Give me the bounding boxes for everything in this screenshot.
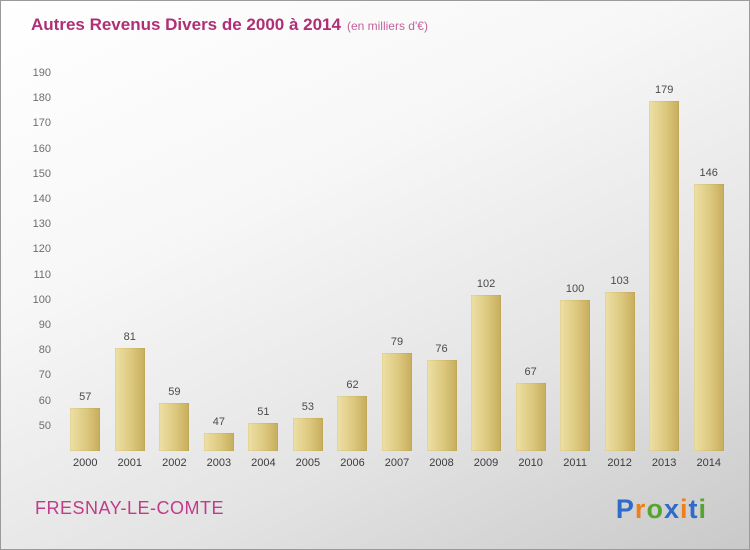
x-tick-label: 2006 — [340, 457, 365, 469]
y-tick-label: 150 — [32, 167, 51, 180]
chart-title: Autres Revenus Divers de 2000 à 2014 — [31, 15, 341, 34]
logo-letter: i — [679, 494, 689, 524]
bar-slot: 59 2002 — [152, 73, 197, 469]
bar-slot: 76 2008 — [419, 73, 464, 469]
y-tick-label: 60 — [38, 394, 51, 407]
x-tick-label: 2008 — [429, 457, 454, 469]
logo-letter: r — [634, 494, 647, 524]
logo-letter: P — [615, 494, 635, 524]
chart-subtitle: (en milliers d'€) — [346, 19, 428, 33]
y-tick-label: 110 — [33, 268, 51, 281]
bar-value-label: 102 — [476, 277, 496, 290]
bar-slot: 103 2012 — [597, 73, 642, 469]
bar-value-label: 100 — [565, 282, 585, 295]
logo-letter: x — [663, 494, 680, 524]
y-tick-label: 100 — [32, 293, 51, 306]
bar-slot: 57 2000 — [63, 73, 108, 469]
logo-letter: t — [688, 494, 699, 524]
y-tick-label: 140 — [32, 193, 51, 205]
bar — [292, 418, 323, 451]
x-tick-label: 2007 — [384, 457, 410, 469]
bar — [248, 423, 279, 451]
bar-slot: 51 2004 — [241, 73, 286, 469]
bar — [159, 403, 190, 451]
bar-slot: 179 2013 — [642, 73, 687, 469]
bar-value-label: 59 — [168, 386, 181, 399]
commune-name: FRESNAY-LE-COMTE — [35, 498, 225, 518]
bar-slot: 53 2005 — [286, 73, 331, 469]
bar-slot: 100 2011 — [553, 73, 598, 469]
bar-slot: 79 2007 — [375, 73, 420, 469]
y-tick-label: 130 — [32, 218, 51, 231]
bar-slot: 146 2014 — [686, 73, 731, 469]
bar — [337, 395, 368, 451]
bar-value-label: 47 — [212, 416, 225, 429]
x-tick-label: 2010 — [518, 457, 543, 469]
y-tick-label: 70 — [38, 369, 51, 382]
bar — [693, 183, 724, 451]
x-tick-label: 2014 — [696, 457, 721, 469]
x-tick-label: 2005 — [295, 457, 321, 469]
bar-value-label: 81 — [123, 330, 136, 343]
bar — [114, 347, 145, 451]
bar — [560, 299, 591, 451]
x-tick-label: 2000 — [73, 457, 98, 469]
bar-value-label: 76 — [435, 343, 448, 356]
bar-value-label: 103 — [610, 275, 629, 288]
bar — [515, 382, 546, 451]
y-tick-label: 160 — [32, 142, 51, 155]
plot-wrap: 50 60 70 80 90 100 110 120 130 140 150 160 170 180 190… — [33, 67, 731, 469]
x-tick-label: 2012 — [607, 457, 632, 469]
bar — [70, 408, 101, 451]
y-axis: 50 60 70 80 90 100 110 120 130 140 150 160 170 180 190 — [1, 67, 57, 451]
logo-letter: i — [698, 494, 707, 524]
x-tick-label: 2003 — [206, 457, 232, 469]
bar-value-label: 146 — [699, 166, 718, 179]
y-tick-label: 170 — [32, 117, 51, 130]
x-tick-label: 2004 — [251, 457, 276, 469]
y-tick-label: 80 — [38, 344, 51, 357]
x-tick-label: 2001 — [117, 457, 143, 469]
x-tick-label: 2002 — [162, 457, 187, 469]
y-tick-label: 120 — [32, 243, 51, 256]
bar-slot: 62 2006 — [330, 73, 375, 469]
y-tick-label: 190 — [32, 67, 51, 79]
proxiti-logo: Proxiti — [616, 494, 707, 525]
title-row: Autres Revenus Divers de 2000 à 2014 (en … — [31, 15, 428, 35]
x-tick-label: 2009 — [473, 457, 499, 469]
bar-value-label: 79 — [390, 335, 404, 348]
y-tick-label: 90 — [38, 319, 51, 331]
bar — [426, 360, 457, 451]
bar-value-label: 67 — [524, 365, 537, 378]
plot-area: 57 2000 81 2001 59 2002 47 2003 51 2004 53 2005 62 20… — [63, 73, 731, 469]
bar-slot: 81 2001 — [108, 73, 153, 469]
bar-slot: 47 2003 — [197, 73, 242, 469]
bar-value-label: 179 — [654, 83, 674, 96]
bar-slot: 67 2010 — [508, 73, 553, 469]
logo-letter: o — [646, 494, 664, 524]
y-tick-label: 180 — [32, 92, 51, 105]
bar — [604, 292, 635, 451]
bar — [203, 433, 234, 451]
bar — [649, 100, 680, 451]
bar-value-label: 57 — [79, 391, 92, 404]
bar — [471, 294, 502, 451]
bar-value-label: 51 — [257, 406, 270, 419]
bar — [381, 352, 412, 451]
bar-value-label: 62 — [346, 378, 359, 391]
y-tick-label: 50 — [38, 419, 51, 432]
bar-slot: 102 2009 — [464, 73, 509, 469]
x-tick-label: 2013 — [651, 457, 677, 469]
bar-value-label: 53 — [301, 401, 315, 414]
x-tick-label: 2011 — [563, 457, 587, 469]
